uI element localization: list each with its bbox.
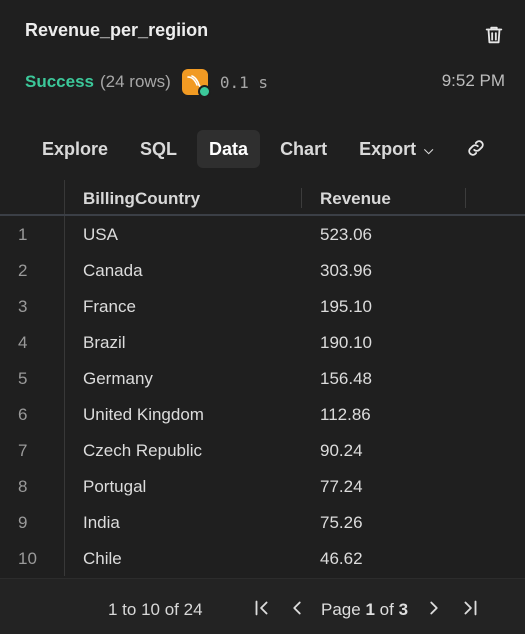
table-row[interactable]: 9 India 75.26 [0, 504, 525, 540]
table-row[interactable]: 10 Chile 46.62 [0, 540, 525, 576]
query-time: 9:52 PM [441, 71, 505, 90]
status-row: Success (24 rows) 0.1 s [25, 68, 269, 98]
prev-page-icon[interactable] [286, 597, 308, 619]
table-row[interactable]: 6 United Kingdom 112.86 [0, 396, 525, 432]
tab-explore[interactable]: Explore [42, 139, 109, 159]
tab-sql[interactable]: SQL [140, 139, 178, 159]
cell-revenue[interactable]: 523.06 [320, 225, 372, 244]
table-row[interactable]: 3 France 195.10 [0, 288, 525, 324]
cell-country[interactable]: Portugal [83, 477, 147, 496]
cell-country[interactable]: United Kingdom [83, 405, 204, 424]
table-row[interactable]: 5 Germany 156.48 [0, 360, 525, 396]
table-header: BillingCountry Revenue [0, 180, 525, 216]
table-row[interactable]: 7 Czech Republic 90.24 [0, 432, 525, 468]
row-number: 6 [18, 405, 28, 424]
last-page-icon[interactable] [459, 597, 481, 619]
row-number: 5 [18, 369, 28, 388]
row-number: 1 [18, 225, 28, 244]
table-row[interactable]: 4 Brazil 190.10 [0, 324, 525, 360]
row-number: 9 [18, 513, 28, 532]
cell-revenue[interactable]: 195.10 [320, 297, 372, 316]
row-number: 3 [18, 297, 28, 316]
trash-icon[interactable] [483, 24, 505, 46]
page-of-label: of [379, 600, 394, 619]
cell-revenue[interactable]: 303.96 [320, 261, 372, 280]
row-number: 8 [18, 477, 28, 496]
column-resize-handle[interactable] [465, 188, 466, 208]
row-number: 7 [18, 441, 28, 460]
cell-revenue[interactable]: 90.24 [320, 441, 363, 460]
row-number: 2 [18, 261, 28, 280]
row-number: 4 [18, 333, 28, 352]
column-header-revenue[interactable]: Revenue [320, 189, 391, 208]
table-row[interactable]: 2 Canada 303.96 [0, 252, 525, 288]
cell-revenue[interactable]: 75.26 [320, 513, 363, 532]
cell-country[interactable]: Chile [83, 549, 122, 568]
connection-status-dot [197, 85, 211, 98]
cell-revenue[interactable]: 77.24 [320, 477, 363, 496]
tab-chart[interactable]: Chart [280, 139, 328, 159]
next-page-icon[interactable] [423, 597, 445, 619]
tab-data[interactable]: Data [197, 130, 261, 168]
cell-revenue[interactable]: 112.86 [320, 405, 371, 424]
tab-export-label: Export [359, 139, 417, 159]
pagination-bar: 1 to 10 of 24 Page 1 of 3 [0, 578, 525, 634]
row-number: 10 [18, 549, 37, 568]
result-title: Revenue_per_regiion [25, 20, 209, 40]
cell-revenue[interactable]: 156.48 [320, 369, 372, 388]
mysql-icon [181, 69, 211, 98]
first-page-icon[interactable] [251, 597, 273, 619]
row-count: (24 rows) [100, 72, 171, 91]
link-icon[interactable] [465, 137, 487, 159]
column-header-billingcountry[interactable]: BillingCountry [83, 189, 201, 208]
cell-country[interactable]: Czech Republic [83, 441, 203, 460]
total-pages: 3 [398, 600, 409, 619]
result-tabs: Explore SQL Data Chart Export ⌵ [30, 130, 453, 168]
cell-revenue[interactable]: 46.62 [320, 549, 363, 568]
page-label: Page [321, 600, 361, 619]
page-indicator: Page 1 of 3 [321, 600, 408, 620]
cell-revenue[interactable]: 190.10 [320, 333, 372, 352]
cell-country[interactable]: Canada [83, 261, 143, 280]
cell-country[interactable]: Brazil [83, 333, 126, 352]
tab-export[interactable]: Export ⌵ [347, 130, 445, 168]
table-row[interactable]: 1 USA 523.06 [0, 216, 525, 252]
cell-country[interactable]: India [83, 513, 120, 532]
current-page: 1 [365, 600, 375, 619]
row-range-label: 1 to 10 of 24 [108, 600, 203, 619]
column-resize-handle[interactable] [301, 188, 302, 208]
chevron-down-icon: ⌵ [424, 143, 434, 158]
cell-country[interactable]: France [83, 297, 136, 316]
data-table: BillingCountry Revenue 1 USA 523.06 2 Canad… [0, 180, 525, 576]
row-number-divider [64, 180, 65, 576]
cell-country[interactable]: USA [83, 225, 118, 244]
table-row[interactable]: 8 Portugal 77.24 [0, 468, 525, 504]
status-text: Success [25, 72, 94, 91]
cell-country[interactable]: Germany [83, 369, 153, 388]
query-duration: 0.1 s [219, 72, 269, 92]
